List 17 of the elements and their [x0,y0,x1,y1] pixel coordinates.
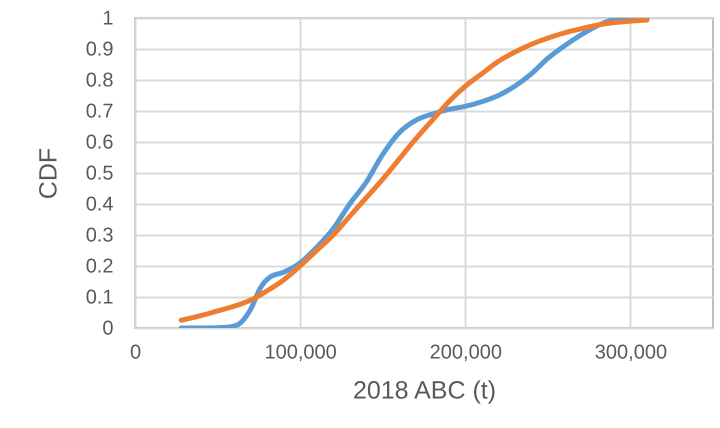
x-tick-label: 100,000 [264,342,337,364]
y-tick-label: 0.2 [86,256,114,278]
x-tick-label: 300,000 [594,342,668,364]
y-tick-label: 0.7 [86,100,114,122]
y-tick-label: 0.4 [86,194,114,216]
y-tick-label: 0.1 [86,286,114,308]
y-tick-label: 1 [102,8,114,30]
y-axis-title: CDF [34,148,63,200]
y-tick-label: 0.8 [86,70,114,92]
x-tick-label: 200,000 [430,342,502,364]
x-tick-label: 0 [130,342,142,364]
y-tick-label: 0.5 [86,162,114,184]
y-tick-label: 0.9 [86,38,114,60]
x-axis-title: 2018 ABC (t) [352,376,496,404]
y-tick-label: 0.6 [86,132,114,154]
y-tick-label: 0.3 [86,224,114,246]
y-tick-label: 0 [102,318,114,340]
